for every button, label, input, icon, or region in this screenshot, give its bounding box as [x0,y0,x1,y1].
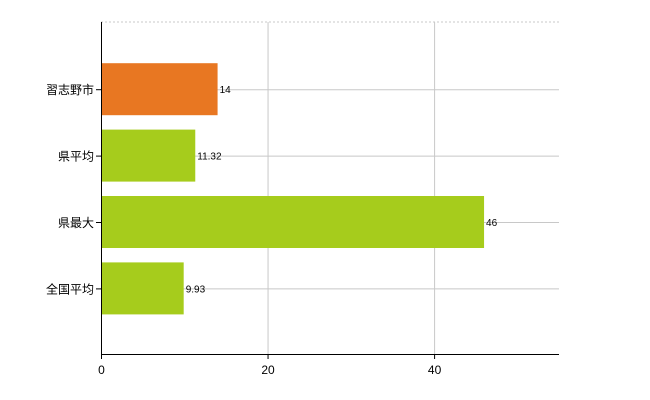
category-label: 県平均 [58,150,94,164]
data-label: 46 [486,218,498,229]
bar [102,196,485,248]
bar [102,63,218,116]
data-label: 9.93 [186,284,206,295]
x-tick-label: 0 [98,363,105,377]
category-label: 県最大 [58,216,94,230]
bar [102,262,184,315]
data-label: 11.32 [197,152,222,163]
category-label: 全国平均 [46,281,94,296]
data-label: 14 [220,85,232,96]
bar [102,129,196,182]
category-label: 習志野市 [46,82,94,97]
x-tick-label: 20 [261,363,275,377]
x-tick-label: 40 [428,363,442,377]
